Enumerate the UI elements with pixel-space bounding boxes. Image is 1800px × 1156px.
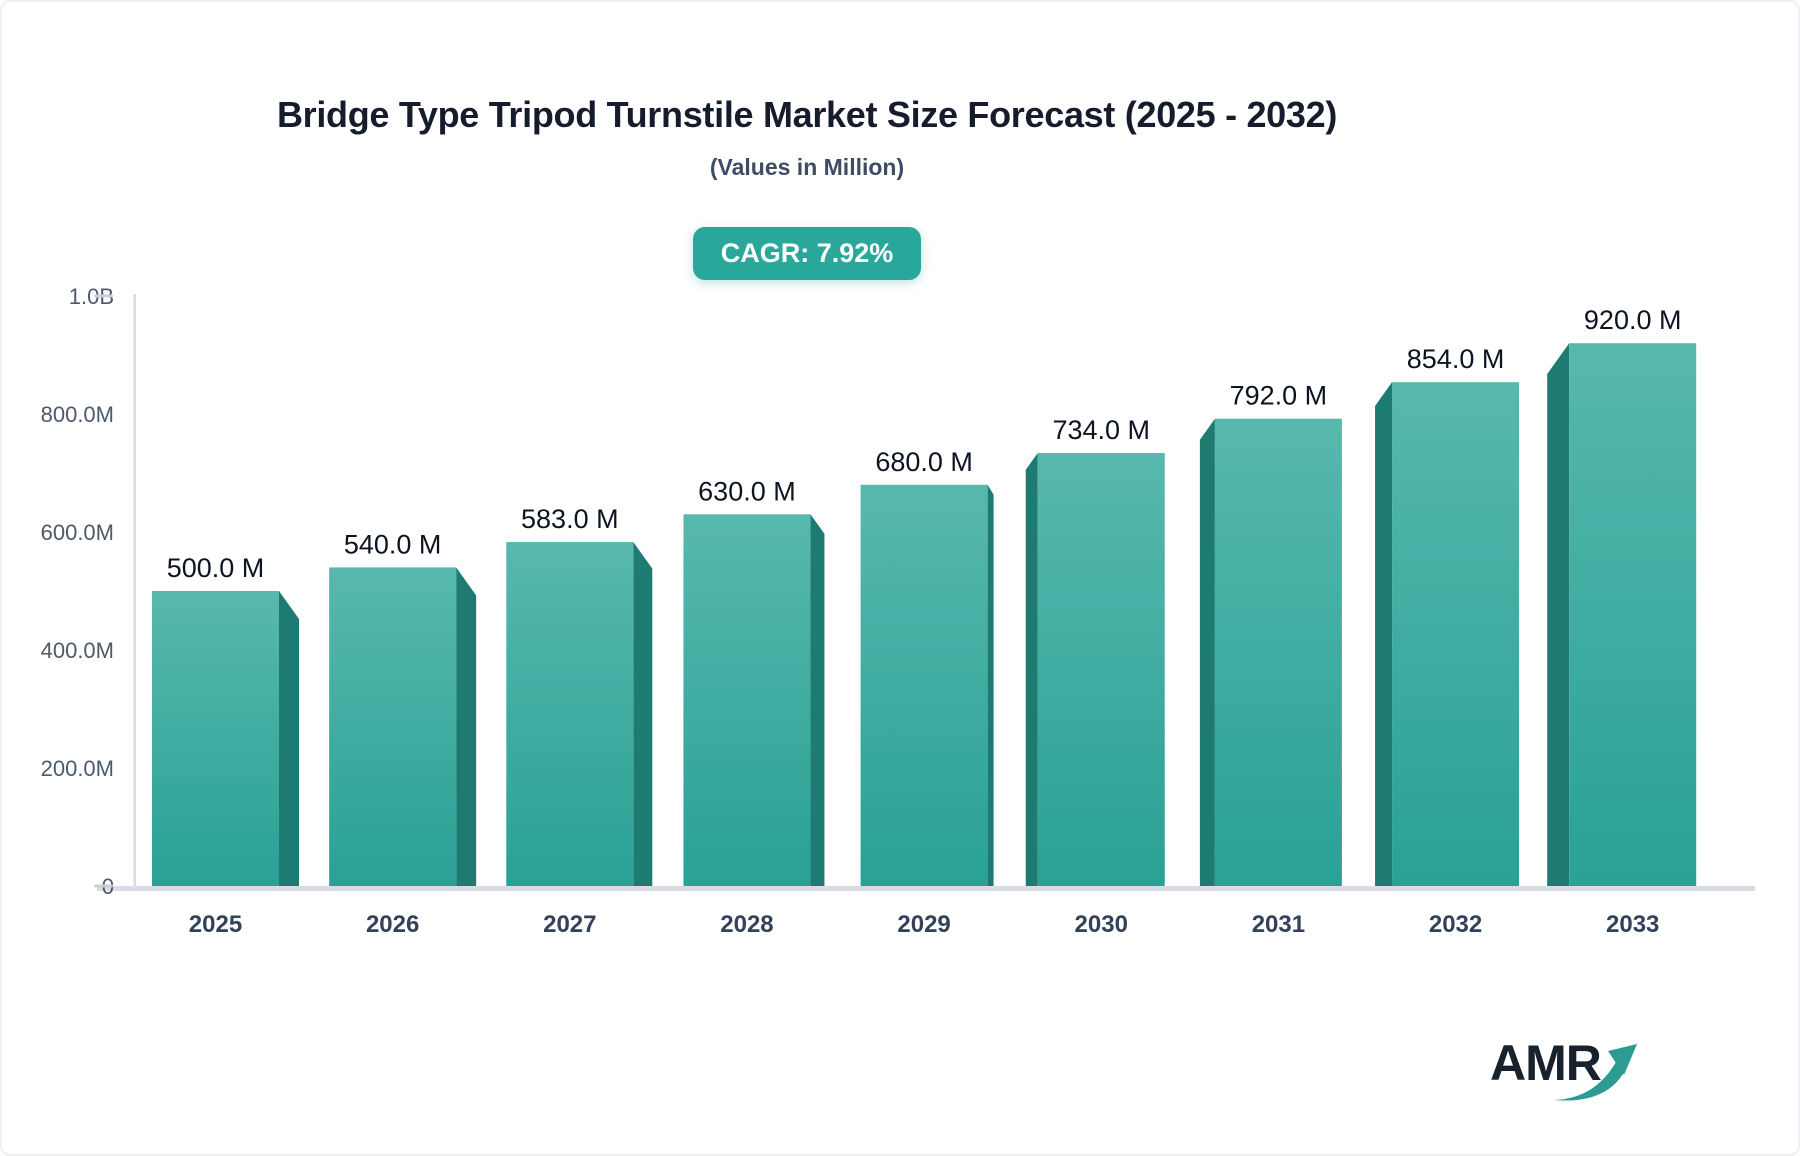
bar-2025[interactable]: [152, 591, 279, 886]
bar-side-face: [456, 567, 477, 886]
bar-side-face: [1025, 452, 1038, 886]
bar-side-face: [1375, 382, 1393, 886]
page-title: Bridge Type Tripod Turnstile Market Size…: [276, 94, 1338, 135]
y-tick-mark: [94, 884, 113, 888]
bar-value-label: 680.0 M: [875, 447, 973, 477]
x-tick-label: 2025: [189, 911, 242, 938]
y-tick-label: 600.0M: [41, 520, 114, 545]
bar-value-label: 500.0 M: [167, 553, 265, 583]
x-axis-line: [97, 886, 1755, 891]
bar-value-label: 920.0 M: [1584, 305, 1682, 335]
bar-side-face: [279, 591, 299, 886]
bar-2027[interactable]: [506, 542, 634, 886]
x-tick-label: 2027: [543, 911, 596, 938]
y-tick-label: 200.0M: [41, 756, 114, 781]
bar-value-label: 734.0 M: [1052, 415, 1150, 445]
x-tick-label: 2028: [720, 911, 773, 938]
x-tick-label: 2030: [1075, 911, 1128, 938]
bar-2032[interactable]: [1392, 382, 1520, 886]
chart-header: Bridge Type Tripod Turnstile Market Size…: [2, 2, 1612, 280]
bar-2033[interactable]: [1569, 343, 1697, 886]
bar-side-face: [1199, 418, 1215, 886]
bar-2030[interactable]: [1037, 452, 1165, 886]
x-tick-label: 2026: [366, 911, 419, 938]
y-axis-line: [133, 294, 136, 888]
y-tick-mark: [94, 294, 113, 298]
bar-value-label: 854.0 M: [1407, 344, 1505, 374]
x-tick-label: 2031: [1252, 911, 1305, 938]
y-tick-label: 400.0M: [41, 638, 114, 663]
x-tick-label: 2029: [897, 911, 950, 938]
bar-side-face: [633, 542, 653, 886]
bar-side-face: [987, 484, 994, 886]
x-tick-label: 2032: [1429, 911, 1482, 938]
bar-value-label: 630.0 M: [698, 476, 796, 506]
bar-side-face: [810, 514, 825, 886]
arrow-head: [1608, 1044, 1637, 1075]
growth-arrow-icon: [1554, 1044, 1637, 1101]
amr-logo-text: AMR: [1490, 1035, 1602, 1091]
chart-subtitle: (Values in Million): [709, 154, 905, 180]
bar-2028[interactable]: [683, 514, 811, 886]
bar-side-face: [1547, 343, 1570, 886]
bar-value-label: 792.0 M: [1230, 381, 1328, 411]
x-tick-label: 2033: [1606, 911, 1659, 938]
bar-value-label: 540.0 M: [344, 529, 442, 559]
bar-2031[interactable]: [1214, 418, 1342, 886]
bar-2029[interactable]: [860, 484, 988, 886]
arrow-swoosh: [1554, 1062, 1624, 1101]
cagr-badge: CAGR: 7.92%: [692, 227, 922, 280]
y-tick-label: 800.0M: [41, 402, 114, 427]
bar-2026[interactable]: [329, 567, 457, 886]
bar-value-label: 583.0 M: [521, 504, 619, 534]
